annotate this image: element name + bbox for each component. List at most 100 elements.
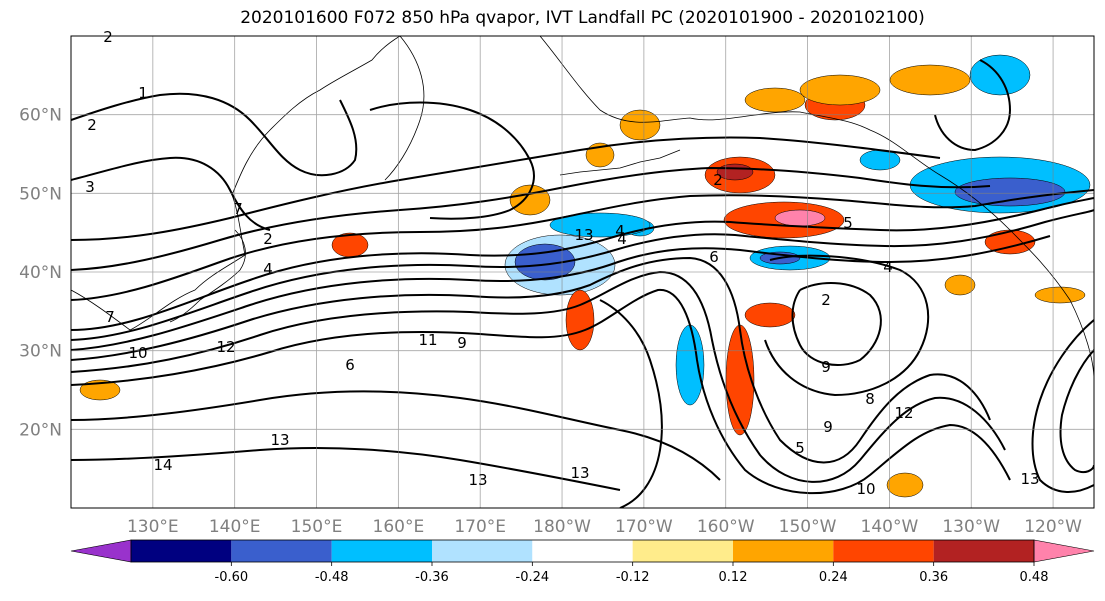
anomaly-region <box>725 324 755 436</box>
contour-label: 9 <box>823 418 833 436</box>
anomaly-region <box>675 324 705 406</box>
lon-tick-label: 160°W <box>697 517 755 537</box>
contour-label: 2 <box>821 291 831 309</box>
lat-tick-label: 50°N <box>19 184 62 204</box>
contour-label: 10 <box>856 480 875 498</box>
anomaly-region <box>944 274 976 296</box>
lat-tick-label: 30°N <box>19 342 62 362</box>
lon-tick-label: 140°W <box>861 517 919 537</box>
contour-label: 10 <box>128 344 147 362</box>
anomaly-shading <box>79 54 1091 498</box>
longitude-labels: 130°E 140°E 150°E 160°E 170°E 180°W 170°W 160°W… <box>127 517 1082 537</box>
coastline-alaska <box>539 36 1094 381</box>
contour-label: 11 <box>418 331 437 349</box>
contour-line <box>71 92 358 177</box>
lat-tick-label: 20°N <box>19 420 62 440</box>
contour-line <box>71 166 991 271</box>
anomaly-region <box>619 109 661 141</box>
contour-label: 2 <box>713 171 723 189</box>
contour-label: 6 <box>709 248 719 266</box>
contour-label: 3 <box>85 178 95 196</box>
lon-tick-label: 150°E <box>291 517 343 537</box>
contour-label: 4 <box>615 222 625 240</box>
contour-line <box>71 189 1094 301</box>
anomaly-region <box>744 302 796 328</box>
colorbar-segment <box>432 540 533 562</box>
lat-tick-label: 40°N <box>19 263 62 283</box>
contour-label: 5 <box>843 214 853 232</box>
contour-label: 13 <box>574 226 593 244</box>
contour-line <box>71 156 271 231</box>
colorbar-frame <box>130 539 1035 563</box>
colorbar-tick-label: 0.36 <box>919 570 948 585</box>
contour-label: 12 <box>894 404 913 422</box>
contour-label: 14 <box>153 456 172 474</box>
contour-line <box>71 235 1051 351</box>
anomaly-region <box>774 209 826 227</box>
contour-label: 1 <box>138 84 148 102</box>
lon-tick-label: 160°E <box>373 517 425 537</box>
contour-label: 9 <box>457 334 467 352</box>
contour-line <box>71 390 721 481</box>
contour-line <box>934 59 1012 152</box>
contour-label: 4 <box>883 258 893 276</box>
anomaly-region <box>744 87 806 113</box>
contour-line <box>1031 319 1094 493</box>
colorbar-tick-label: -0.12 <box>616 570 650 585</box>
contour-line <box>71 209 1094 341</box>
contour-line <box>791 282 882 366</box>
anomaly-region <box>79 379 121 401</box>
colorbar-segment <box>733 540 834 562</box>
lon-tick-label: 150°W <box>779 517 837 537</box>
colorbar-segment <box>632 540 733 562</box>
coastline-japan <box>169 229 246 323</box>
colorbar: -0.60 -0.48 -0.36 -0.24 -0.12 0.12 0.24 0.36 0.4… <box>70 539 1095 585</box>
contour-line <box>71 197 1094 331</box>
contour-label: 9 <box>821 358 831 376</box>
colorbar-tick-label: 0.12 <box>719 570 748 585</box>
contour-line <box>599 299 663 508</box>
colorbar-extend-high <box>1033 539 1095 563</box>
colorbar-tick-label: 0.48 <box>1020 570 1049 585</box>
lat-tick-label: 60°N <box>19 106 62 126</box>
contour-label: 6 <box>345 356 355 374</box>
coastline-aleutians <box>559 149 681 176</box>
colorbar-segment <box>231 540 332 562</box>
contour-label: 13 <box>570 464 589 482</box>
anomaly-region <box>1034 286 1086 304</box>
lon-tick-label: 180°W <box>533 517 591 537</box>
colorbar-segment <box>833 540 934 562</box>
contour-line <box>71 136 941 241</box>
anomaly-region <box>799 74 881 106</box>
anomaly-region <box>886 472 924 498</box>
colorbar-segment <box>131 540 232 562</box>
latitude-labels: 20°N 30°N 40°N 50°N 60°N <box>19 106 62 441</box>
colorbar-tick-label: 0.24 <box>819 570 848 585</box>
contour-line <box>71 447 621 491</box>
anomaly-region <box>969 54 1031 96</box>
anomaly-region <box>565 289 595 351</box>
lon-tick-label: 130°E <box>127 517 179 537</box>
colorbar-segment <box>933 540 1034 562</box>
lon-tick-label: 170°W <box>615 517 673 537</box>
anomaly-region <box>954 177 1066 207</box>
contour-label: 2 <box>103 28 113 46</box>
anomaly-region <box>514 243 576 281</box>
lon-tick-label: 170°E <box>454 517 506 537</box>
contour-label: 4 <box>617 230 627 248</box>
contour-label: 7 <box>105 308 115 326</box>
colorbar-tick-label: -0.48 <box>315 570 349 585</box>
contour-label: 4 <box>263 260 273 278</box>
contour-line <box>71 270 1006 483</box>
colorbar-tick-label: -0.60 <box>215 570 249 585</box>
contour-line <box>1059 349 1094 474</box>
contour-label: 5 <box>795 439 805 457</box>
contour-label: 2 <box>87 116 97 134</box>
anomaly-region <box>549 212 651 238</box>
map-frame <box>70 35 1095 509</box>
contour-line <box>71 256 991 464</box>
contour-lines <box>71 59 1094 508</box>
contour-label: 2 <box>263 230 273 248</box>
contour-line <box>369 101 535 220</box>
